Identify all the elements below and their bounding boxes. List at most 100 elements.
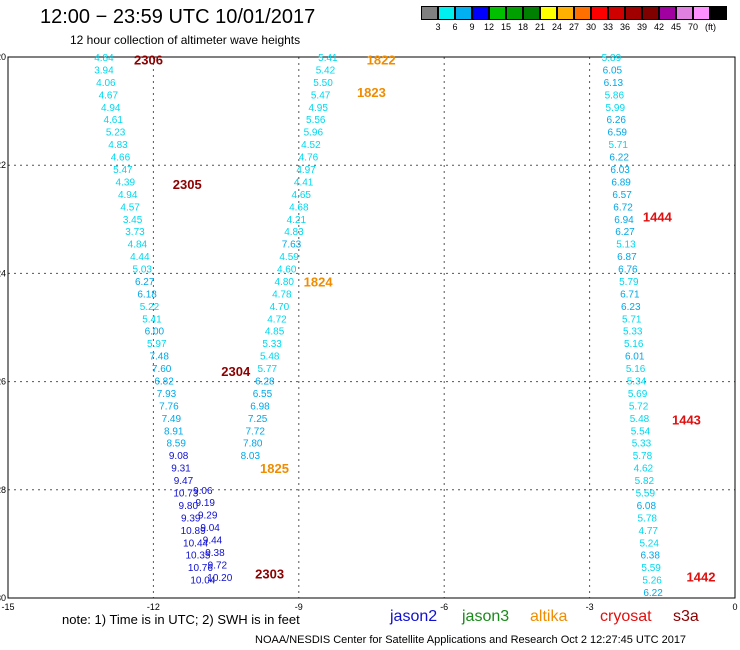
wave-height-label: 5.89: [602, 53, 622, 64]
wave-height-label: 9.72: [208, 560, 228, 571]
legend-swatch: [472, 6, 489, 20]
legend-tick-label: 39: [636, 22, 647, 32]
wave-height-label: 8.03: [241, 451, 261, 462]
wave-height-label: 6.08: [637, 501, 657, 512]
legend-swatch: [608, 6, 625, 20]
legend-swatch: [438, 6, 455, 20]
plot-frame: [7, 56, 736, 599]
pass-number-label: 1442: [687, 569, 716, 584]
wave-height-label: 4.66: [111, 153, 131, 164]
wave-height-label: 9.19: [196, 498, 216, 509]
wave-height-label: 6.03: [610, 165, 630, 176]
wave-height-label: 5.33: [262, 339, 282, 350]
wave-height-label: 5.72: [629, 401, 649, 412]
legend-tick-label: 15: [500, 22, 511, 32]
wave-height-label: 6.22: [609, 153, 629, 164]
legend-tick-label: 45: [670, 22, 681, 32]
wave-height-label: 4.06: [96, 78, 116, 89]
wave-height-label: 4.68: [289, 202, 309, 213]
wave-height-label: 5.16: [624, 339, 644, 350]
y-tick-label: -26: [0, 377, 6, 387]
satellite-name-altika: altika: [530, 608, 568, 625]
wave-height-label: 7.49: [162, 414, 182, 425]
legend-swatch: [455, 6, 472, 20]
wave-height-label: 5.99: [606, 103, 626, 114]
pass-number-label: 1825: [260, 461, 289, 476]
wave-height-label: 4.65: [291, 190, 311, 201]
wave-height-label: 4.41: [294, 177, 314, 188]
wave-height-label: 6.94: [614, 215, 634, 226]
wave-height-label: 5.78: [638, 513, 658, 524]
wave-height-label: 4.59: [279, 252, 299, 263]
legend-tick-label: 21: [534, 22, 545, 32]
wave-height-label: 6.01: [625, 352, 645, 363]
wave-height-label: 4.83: [108, 140, 128, 151]
wave-height-label: 4.84: [128, 240, 148, 251]
wave-height-label: 4.78: [272, 289, 292, 300]
legend-swatch: [523, 6, 540, 20]
wave-height-label: 4.60: [277, 265, 297, 276]
wave-height-label: 5.23: [106, 128, 126, 139]
wave-height-label: 7.25: [248, 414, 268, 425]
legend-tick-label: 70: [687, 22, 698, 32]
wave-height-label: 4.52: [301, 140, 321, 151]
wave-height-label: 10.35: [185, 551, 210, 562]
wave-height-label: 6.27: [615, 227, 635, 238]
pass-number-label: 2306: [134, 53, 163, 68]
wave-height-label: 5.13: [616, 240, 636, 251]
wave-height-label: 5.96: [304, 128, 324, 139]
wave-height-label: 4.72: [267, 314, 287, 325]
wave-height-label: 8.59: [166, 439, 186, 450]
x-tick-label: -3: [586, 602, 594, 612]
legend-swatch: [676, 6, 693, 20]
wave-height-label: 5.59: [641, 563, 661, 574]
legend-swatch: [642, 6, 659, 20]
wave-height-label: 5.03: [133, 265, 153, 276]
pass-number-label: 1823: [357, 85, 386, 100]
x-tick-label: 0: [732, 602, 737, 612]
note-text: note: 1) Time is in UTC; 2) SWH is in fe…: [62, 612, 300, 627]
wave-height-label: 5.16: [626, 364, 646, 375]
wave-height-label: 6.57: [612, 190, 632, 201]
wave-height-label: 7.80: [243, 439, 263, 450]
wave-height-label: 10.20: [207, 573, 232, 584]
wave-height-label: 4.97: [296, 165, 316, 176]
legend-swatch: [693, 6, 710, 20]
wave-height-label: 9.38: [205, 548, 225, 559]
y-tick-label: -28: [0, 485, 6, 495]
pass-number-label: 1443: [672, 412, 701, 427]
legend-tick-label: 9: [469, 22, 475, 32]
wave-height-label: 5.41: [142, 314, 162, 325]
wave-height-label: 5.71: [622, 314, 642, 325]
wave-height-label: 5.33: [632, 439, 652, 450]
y-tick-label: -24: [0, 268, 6, 278]
wave-height-label: 6.82: [154, 377, 174, 388]
wave-height-label: 4.44: [130, 252, 150, 263]
wave-height-label: 9.06: [193, 486, 213, 497]
y-tick-label: -20: [0, 52, 6, 62]
legend-swatch: [659, 6, 676, 20]
satellite-name-cryosat: cryosat: [600, 608, 652, 625]
wave-height-label: 5.33: [623, 327, 643, 338]
legend-tick-label: 3: [435, 22, 441, 32]
wave-height-label: 5.42: [316, 65, 336, 76]
x-tick-label: -15: [1, 602, 14, 612]
wave-height-label: 7.93: [157, 389, 177, 400]
wave-height-label: 10.76: [188, 563, 213, 574]
wave-height-label: 9.31: [171, 464, 191, 475]
chart-subtitle: 12 hour collection of altimeter wave hei…: [70, 33, 301, 47]
legend-swatch: [710, 6, 727, 20]
wave-height-label: 9.47: [174, 476, 194, 487]
wave-height-label: 4.57: [120, 202, 140, 213]
wave-height-label: 10.73: [173, 489, 198, 500]
wave-height-label: 6.05: [603, 65, 623, 76]
wave-height-label: 8.91: [164, 426, 184, 437]
wave-height-label: 5.82: [635, 476, 655, 487]
wave-height-label: 6.71: [620, 289, 640, 300]
wave-height-label: 7.60: [152, 364, 172, 375]
wave-height-label: 6.87: [617, 252, 637, 263]
wave-height-label: 4.61: [103, 115, 123, 126]
pass-number-label: 1444: [643, 210, 673, 225]
pass-number-label: 2305: [173, 177, 202, 192]
legend-tick-label: 33: [602, 22, 613, 32]
